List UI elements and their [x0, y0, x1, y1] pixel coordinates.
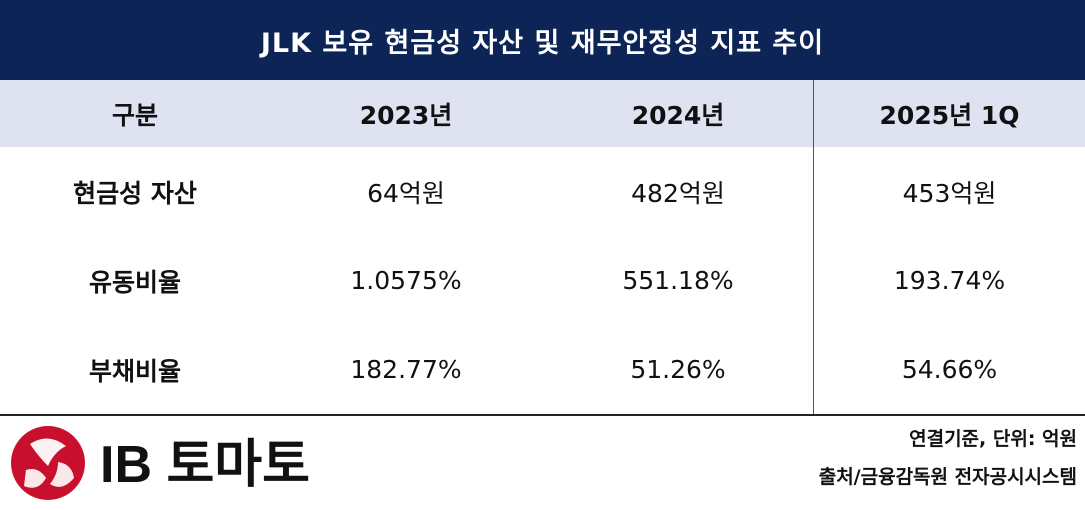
- page-title: JLK 보유 현금성 자산 및 재무안정성 지표 추이: [0, 0, 1085, 80]
- cell-value: 482억원: [631, 178, 725, 208]
- table-bottom-border: [0, 414, 1085, 416]
- cell-value: 453억원: [902, 178, 997, 208]
- ib-tomato-logo-icon: IB 토마토: [11, 426, 310, 500]
- cell-value: 551.18%: [622, 266, 734, 295]
- ib-tomato-logo: IB 토마토: [8, 422, 338, 504]
- cell-value: 54.66%: [901, 355, 998, 384]
- table-row: 유동비율 1.0575% 551.18% 193.74%: [0, 236, 1085, 325]
- cell-value: 193.74%: [893, 266, 1006, 295]
- row-label-cash: 현금성 자산: [73, 178, 197, 208]
- table-header-row: 구분 2023년 2024년 2025년 1Q: [0, 80, 1085, 147]
- header-2024: 2024년: [631, 100, 725, 130]
- header-category: 구분: [111, 100, 158, 130]
- cell-value: 182.77%: [350, 355, 462, 384]
- table-row: 부채비율 182.77% 51.26% 54.66%: [0, 325, 1085, 414]
- table-notes: 연결기준, 단위: 억원 출처/금융감독원 전자공시시스템: [577, 420, 1077, 496]
- cell-value: 1.0575%: [350, 266, 462, 295]
- table-row: 현금성 자산 64억원 482억원 453억원: [0, 147, 1085, 236]
- row-label-debt-ratio: 부채비율: [88, 356, 181, 386]
- row-label-current-ratio: 유동비율: [88, 267, 181, 297]
- header-2023: 2023년: [359, 100, 453, 130]
- column-divider: [813, 80, 814, 415]
- basis-note: 연결기준, 단위: 억원: [909, 428, 1077, 450]
- header-2025-1q: 2025년 1Q: [879, 100, 1020, 130]
- cell-value: 51.26%: [630, 355, 726, 384]
- logo-text: IB 토마토: [100, 436, 310, 494]
- cell-value: 64억원: [367, 178, 445, 208]
- source-note: 출처/금융감독원 전자공시시스템: [818, 466, 1077, 488]
